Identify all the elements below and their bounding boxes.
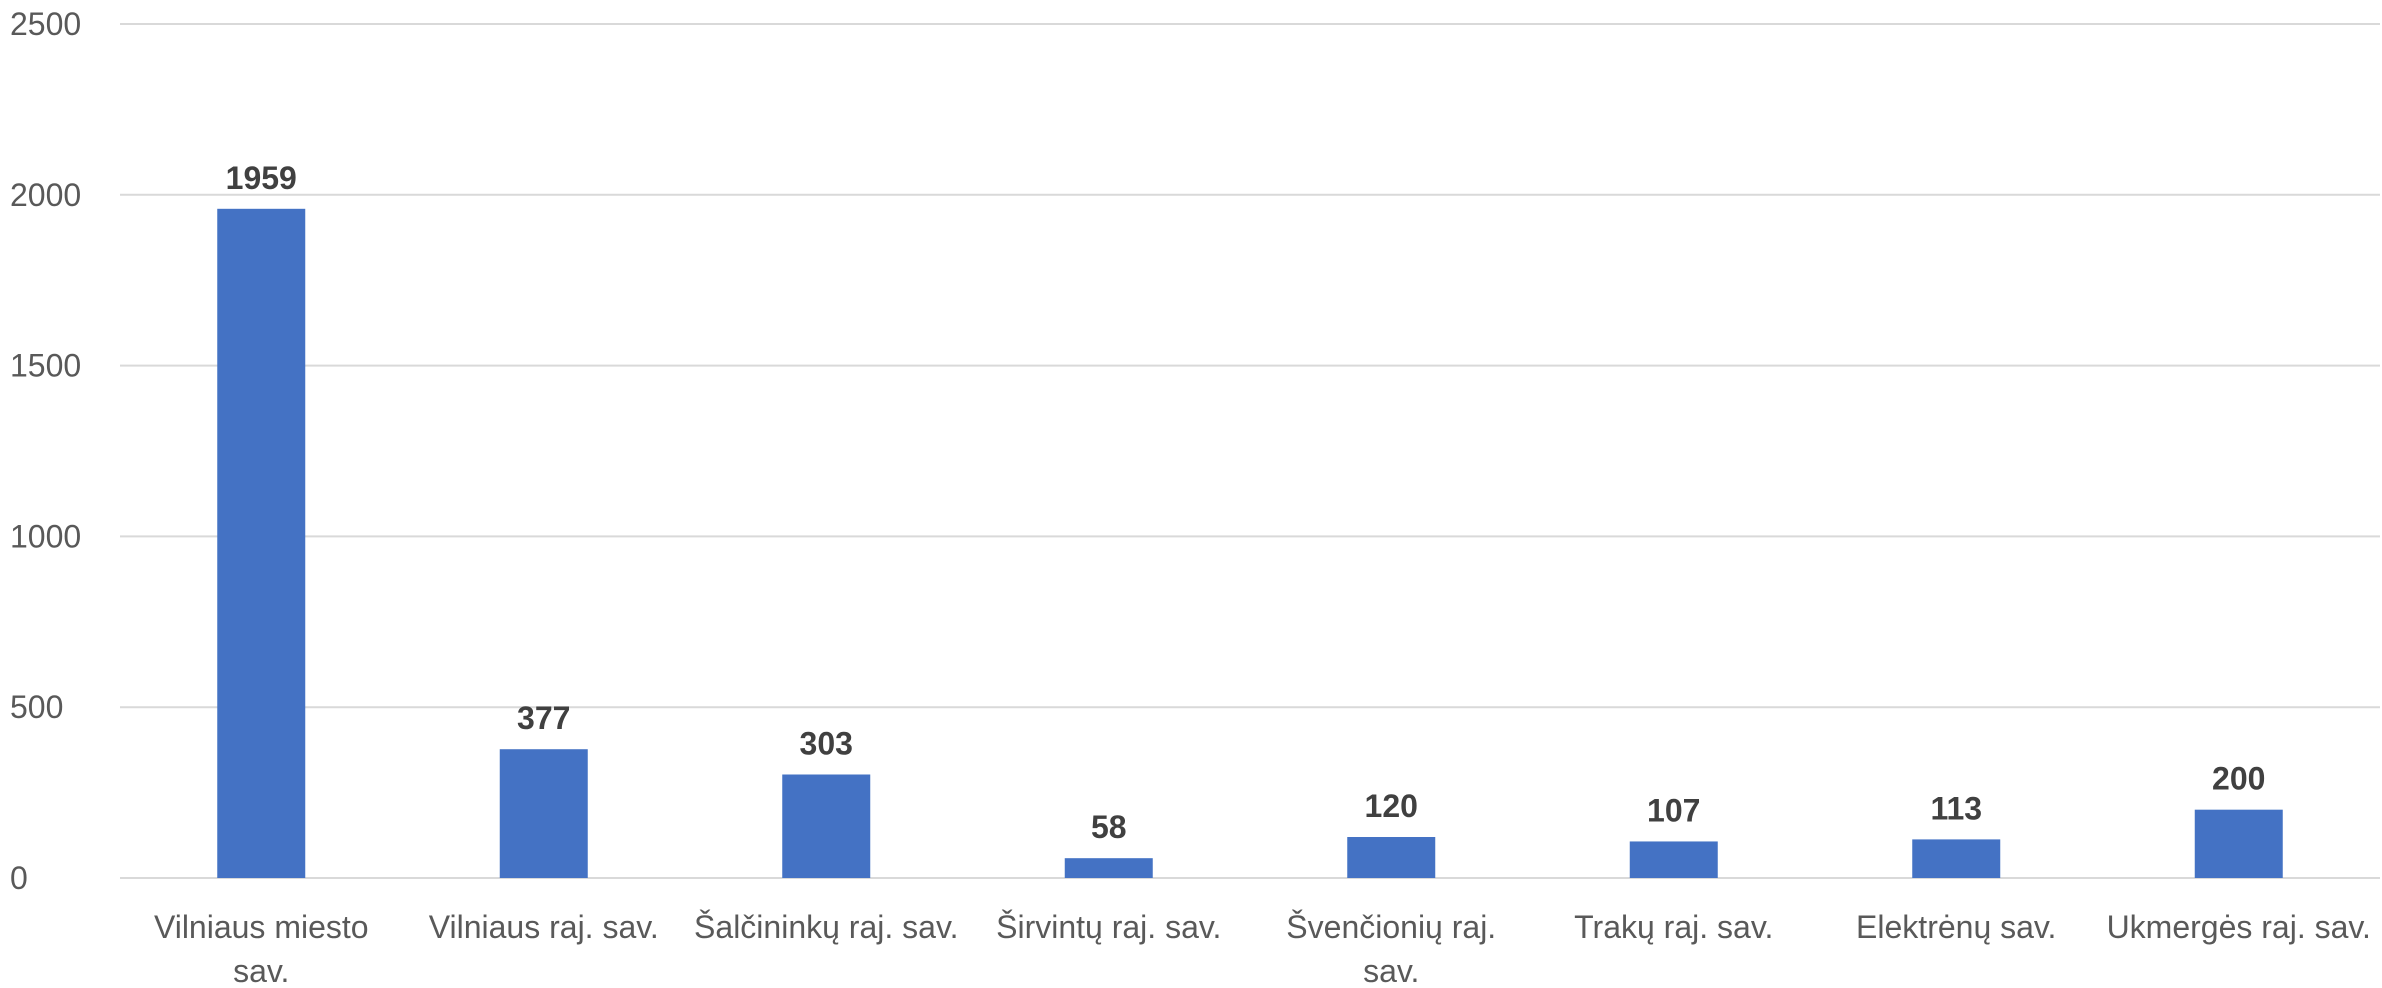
x-category-label: Vilniaus miesto (154, 909, 369, 945)
x-category-label: Trakų raj. sav. (1574, 909, 1773, 945)
y-axis-tick-labels: 0 500 1000 1500 2000 2500 (10, 6, 81, 896)
y-tick-label: 0 (10, 860, 28, 896)
bar (1912, 839, 2001, 878)
data-label: 113 (1930, 790, 1982, 826)
bar (499, 749, 588, 878)
bar (1629, 841, 1718, 878)
y-tick-label: 2500 (10, 6, 81, 42)
gridlines (120, 23, 2380, 879)
x-category-label: Šalčininkų raj. sav. (694, 909, 958, 945)
x-axis-category-labels: Vilniaus miesto sav. Vilniaus raj. sav. Šal… (154, 909, 2371, 988)
bar (217, 208, 306, 878)
data-label: 200 (2212, 761, 2265, 797)
y-tick-label: 1500 (10, 348, 81, 384)
y-tick-label: 500 (10, 689, 63, 725)
data-label: 303 (800, 725, 853, 761)
y-tick-label: 1000 (10, 518, 81, 554)
x-category-label: Švenčionių raj. (1286, 909, 1496, 945)
data-label: 377 (517, 700, 570, 736)
data-label: 58 (1091, 809, 1127, 845)
y-tick-label: 2000 (10, 177, 81, 213)
x-category-label: Širvintų raj. sav. (996, 909, 1221, 945)
bar (1347, 837, 1436, 878)
data-label: 120 (1365, 788, 1418, 824)
data-label: 1959 (226, 160, 297, 196)
data-labels: 1959 377 303 58 120 107 113 200 (226, 160, 2266, 845)
x-category-label: sav. (1363, 953, 1419, 988)
x-category-label: Ukmergės raj. sav. (2107, 909, 2371, 945)
x-category-label: Vilniaus raj. sav. (429, 909, 659, 945)
bars (217, 208, 2283, 878)
bar (782, 774, 871, 878)
bar (1064, 858, 1153, 878)
bar (2194, 809, 2283, 878)
data-label: 107 (1647, 792, 1700, 828)
x-category-label: sav. (233, 953, 289, 988)
x-category-label: Elektrėnų sav. (1856, 909, 2056, 945)
